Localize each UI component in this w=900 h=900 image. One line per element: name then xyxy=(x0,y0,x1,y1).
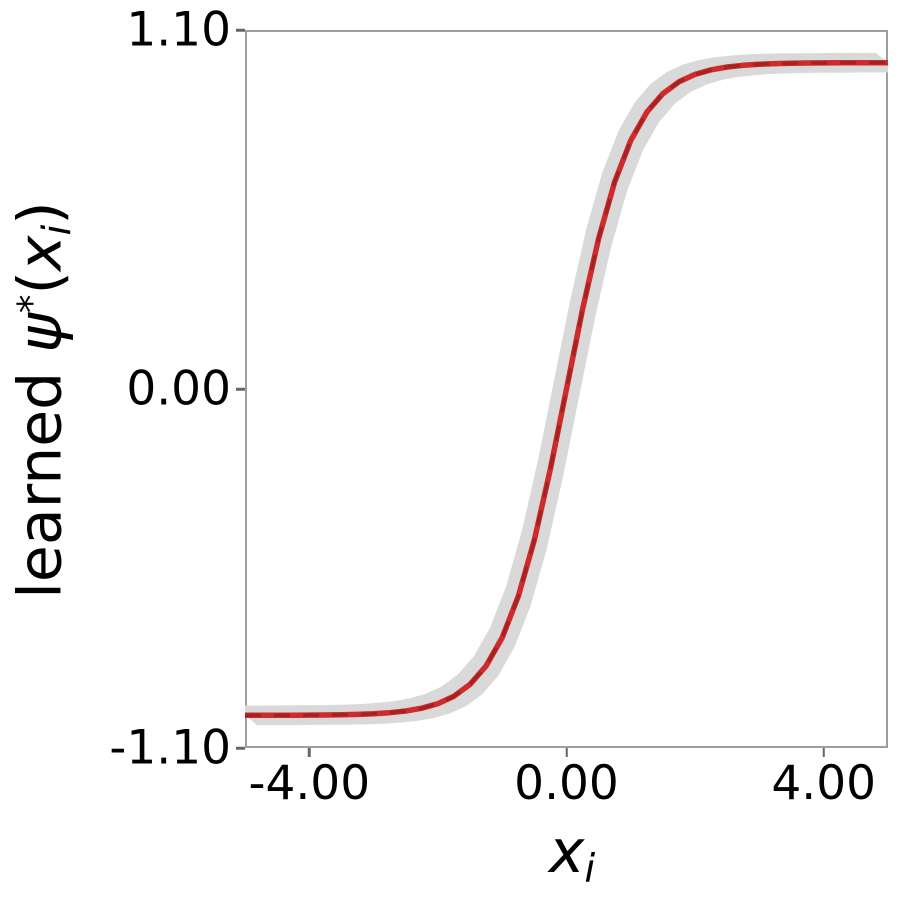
x-axis-var: x xyxy=(548,817,585,887)
ytick-mark-bottom xyxy=(236,746,245,750)
xtick-label-neg4: -4.00 xyxy=(248,756,371,811)
learned-curve xyxy=(245,59,888,719)
x-axis-label: xi xyxy=(549,818,595,893)
ytick-label-bottom: -1.10 xyxy=(109,720,231,776)
xtick-mark-pos4 xyxy=(822,748,825,757)
ytick-label-zero: 0.00 xyxy=(126,361,231,417)
plot-area xyxy=(245,30,888,748)
x-axis-subscript: i xyxy=(584,846,596,892)
y-axis-label: learned ψ*(xi) xyxy=(5,201,82,599)
ytick-label-top: 1.10 xyxy=(126,2,231,58)
y-axis-prefix: learned xyxy=(5,352,76,599)
y-axis-var: x xyxy=(5,235,76,272)
y-axis-close-paren: ) xyxy=(5,201,76,225)
xtick-mark-zero xyxy=(565,748,568,757)
y-axis-subscript: i xyxy=(35,224,81,236)
y-axis-open-paren: ( xyxy=(5,271,76,295)
xtick-mark-neg4 xyxy=(308,748,311,757)
y-axis-superscript: * xyxy=(8,294,53,314)
xtick-label-zero: 0.00 xyxy=(514,756,619,811)
xtick-label-pos4: 4.00 xyxy=(771,756,877,811)
ytick-mark-zero xyxy=(236,387,245,391)
ytick-mark-top xyxy=(236,28,245,32)
psi-symbol: ψ xyxy=(5,313,76,353)
curve-canvas xyxy=(245,52,888,726)
